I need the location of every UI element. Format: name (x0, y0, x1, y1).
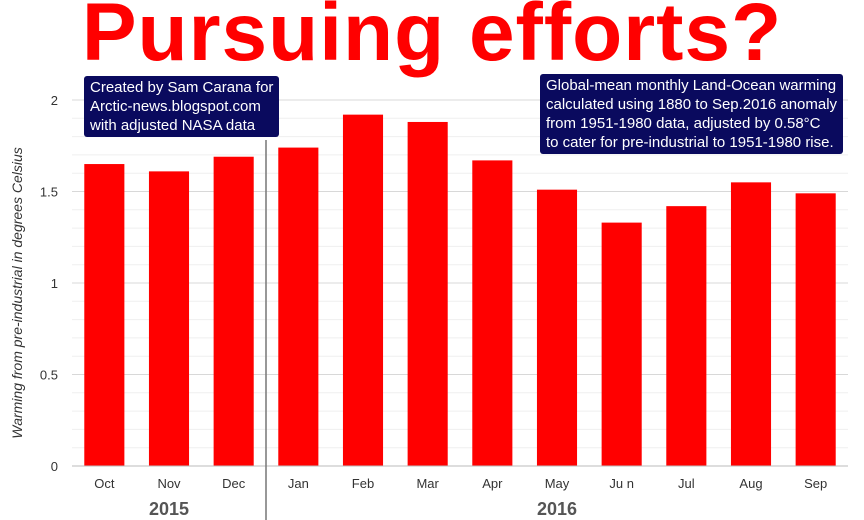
bar (601, 222, 642, 466)
credit-line-3: with adjusted NASA data (90, 117, 256, 134)
bar (278, 147, 319, 466)
x-tick-label: May (545, 476, 570, 491)
bar (213, 156, 254, 467)
y-tick-label: 0.5 (40, 368, 58, 383)
bar (666, 206, 707, 466)
description-annotation: Global-mean monthly Land-Ocean warming c… (540, 74, 844, 154)
y-tick-label: 2 (51, 93, 58, 108)
x-tick-label: Mar (416, 476, 439, 491)
x-tick-label: Nov (157, 476, 181, 491)
bar (84, 164, 125, 467)
x-tick-label: Jul (678, 476, 695, 491)
credit-annotation: Created by Sam Carana for Arctic-news.bl… (84, 76, 280, 137)
y-tick-label: 0 (51, 459, 58, 474)
y-tick-label: 1.5 (40, 185, 58, 200)
x-tick-label: Oct (94, 476, 115, 491)
chart-title: Pursuing efforts? (81, 0, 783, 78)
description-line-1: Global-mean monthly Land-Ocean warming (546, 77, 837, 94)
bar (407, 121, 448, 467)
bar (148, 171, 190, 466)
x-tick-label: Feb (352, 476, 374, 491)
y-axis-label: Warming from pre-industrial in degrees C… (9, 147, 25, 439)
x-tick-label: Aug (739, 476, 762, 491)
x-tick-label: Dec (222, 476, 246, 491)
x-tick-label: Jan (288, 476, 309, 491)
bar (730, 182, 772, 466)
credit-line-2: Arctic-news.blogspot.com (90, 98, 261, 115)
x-tick-label: Ju n (609, 476, 634, 491)
y-tick-label: 1 (51, 276, 58, 291)
x-tick-label: Apr (482, 476, 503, 491)
year-group-label: 2015 (149, 499, 189, 519)
credit-line-1: Created by Sam Carana for (90, 79, 274, 96)
description-line-4: to cater for pre-industrial to 1951-1980… (546, 134, 834, 151)
bar (536, 189, 578, 467)
x-tick-label: Sep (804, 476, 827, 491)
year-group-label: 2016 (537, 499, 577, 519)
description-line-3: from 1951-1980 data, adjusted by 0.58°C (546, 115, 821, 132)
bar (795, 193, 836, 466)
bar (342, 114, 384, 466)
description-line-2: calculated using 1880 to Sep.2016 anomal… (546, 96, 838, 113)
bar (472, 160, 513, 466)
